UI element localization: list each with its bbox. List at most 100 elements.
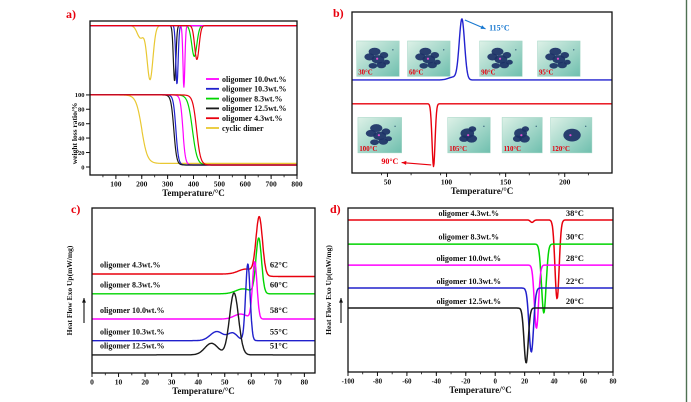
panel-b: 30°C 60°C 90°C 95°C 100°C 105°C 110°C 120°C 50 10…	[333, 6, 613, 196]
annotation-oligomer-10-3wt: oligomer 10.3wt.%	[100, 327, 165, 336]
arrow-head	[339, 298, 343, 303]
annotation-90-c: 90°C	[381, 157, 398, 166]
x-tick-label: 20	[141, 378, 149, 387]
crystal-blob	[549, 47, 562, 56]
axis-frame	[91, 207, 316, 374]
annotation-22-c: 22°C	[566, 276, 584, 286]
annotation-51-c: 51°C	[270, 341, 288, 351]
micrograph-110-c: 110°C	[501, 117, 543, 154]
micrograph-30-c: 30°C	[356, 40, 400, 77]
y-tick-label: 80	[78, 107, 85, 114]
crystal-blob	[521, 126, 530, 132]
annotation-oligomer-8-3wt: oligomer 8.3wt.%	[100, 281, 161, 290]
crystal-blob	[381, 128, 391, 135]
x-axis-title-b: Temperature/°C	[451, 186, 514, 196]
y-axis-title-c: Heat Flow Exo Up(mW/mg)	[65, 245, 74, 335]
x-tick-label: 50	[221, 378, 229, 387]
legend-label-oligomer-4-3wt: oligomer 4.3wt.%	[222, 114, 283, 123]
x-tick-label: 700	[266, 180, 278, 189]
y-tick-label: 40	[78, 135, 85, 142]
annotation-60-c: 60°C	[270, 280, 288, 290]
annotation-oligomer-10-3wt: oligomer 10.3wt.%	[436, 277, 501, 286]
crystal-blob	[506, 59, 513, 65]
panel-d: -100 -80 -60 -40 -20 0 20 40 60 80 Temperature/°C H…	[324, 202, 617, 395]
annotation-oligomer-4-3wt: oligomer 4.3wt.%	[438, 209, 499, 218]
x-tick-label: -100	[342, 378, 355, 386]
speck	[535, 125, 537, 128]
annotation-30-c: 30°C	[566, 232, 584, 242]
y-tick-label: 60	[78, 121, 85, 128]
series-oligomer-10-3wt-crystallization	[347, 287, 614, 353]
panel-c: 0 10 20 30 40 50 60 70 80 Temperature/°C Heat Flow…	[65, 202, 316, 396]
x-tick-label: 150	[500, 178, 512, 187]
crystal-blob	[370, 124, 383, 132]
micrograph-60-c: 60°C	[407, 40, 451, 77]
legend-label-oligomer-10-3wt: oligomer 10.3wt.%	[222, 85, 287, 94]
micrograph-temp-label: 30°C	[358, 69, 373, 76]
crystal-blob	[491, 47, 504, 56]
x-tick-label: 0	[493, 378, 497, 386]
x-tick-label: 500	[214, 180, 226, 189]
series-oligomer-12-5wt-melting	[91, 292, 316, 356]
micrograph-120-c: 120°C	[550, 117, 593, 154]
x-tick-label: 80	[301, 378, 309, 387]
micrograph-100-c: 100°C	[357, 117, 402, 154]
x-tick-label: 60	[580, 378, 588, 386]
series-oligomer-10-0wt-crystallization	[347, 264, 614, 329]
annotation-oligomer-12-5wt: oligomer 12.5wt.%	[436, 297, 501, 306]
x-tick-label: 800	[291, 180, 303, 189]
micrograph-temp-label: 120°C	[552, 146, 570, 153]
speck	[585, 125, 587, 128]
series-dsc-heating-curve-peak-115c	[351, 18, 613, 81]
blob-highlight	[376, 57, 379, 60]
crystal-blob	[368, 62, 378, 69]
annotation-oligomer-4-3wt: oligomer 4.3wt.%	[100, 261, 161, 270]
blob-highlight	[426, 57, 430, 60]
micrograph-temp-label: 95°C	[539, 69, 554, 76]
x-tick-label: 40	[551, 378, 559, 386]
x-tick-label: 30	[168, 378, 176, 387]
micrograph-temp-label: 90°C	[481, 69, 496, 76]
crystal-blob	[560, 51, 570, 59]
annotation-oligomer-10-0wt: oligomer 10.0wt.%	[100, 306, 165, 315]
crystal-blob	[563, 128, 581, 142]
series-oligomer-12-5wt-crystallization	[347, 307, 614, 364]
panel-label-a: a)	[66, 7, 76, 21]
panel-a: 100 200 300 400 500 600 700 800 Temperature/°C 0 2…	[66, 7, 303, 198]
annotation-oligomer-10-0wt: oligomer 10.0wt.%	[436, 254, 501, 263]
speck	[507, 145, 509, 148]
speck	[542, 69, 545, 71]
speck	[394, 125, 396, 128]
annotation-62-c: 62°C	[270, 260, 288, 270]
crystal-blob	[459, 135, 469, 142]
x-tick-label: -40	[432, 378, 442, 386]
arrow-head	[401, 160, 407, 165]
series-dtg-oligomer-4-3wt	[89, 25, 298, 60]
x-tick-label: 100	[110, 180, 122, 189]
y-tick-label: 20	[78, 150, 85, 157]
crystal-blob	[383, 59, 390, 65]
series-dsc-cooling-curve-peak-90c	[351, 103, 613, 168]
speck	[363, 145, 365, 148]
arrow-head	[480, 25, 486, 29]
crystal-blob	[502, 51, 512, 59]
series-oligomer-10-3wt-melting	[91, 263, 316, 342]
x-axis-title-c: Temperature/°C	[172, 386, 235, 396]
speck	[443, 49, 445, 51]
speck	[453, 145, 455, 148]
speck	[555, 145, 557, 148]
crystal-blob	[549, 62, 558, 69]
crystal-blob	[433, 59, 441, 65]
panel-label-b: b)	[333, 6, 344, 20]
crystal-blob	[468, 126, 477, 132]
crystal-blob	[419, 47, 432, 56]
blob-highlight	[467, 134, 470, 137]
speck	[392, 49, 394, 51]
micrograph-90-c: 90°C	[479, 40, 523, 77]
micrograph-temp-label: 105°C	[449, 146, 467, 153]
crystal-blob	[379, 51, 389, 59]
axis-frame	[351, 11, 613, 174]
